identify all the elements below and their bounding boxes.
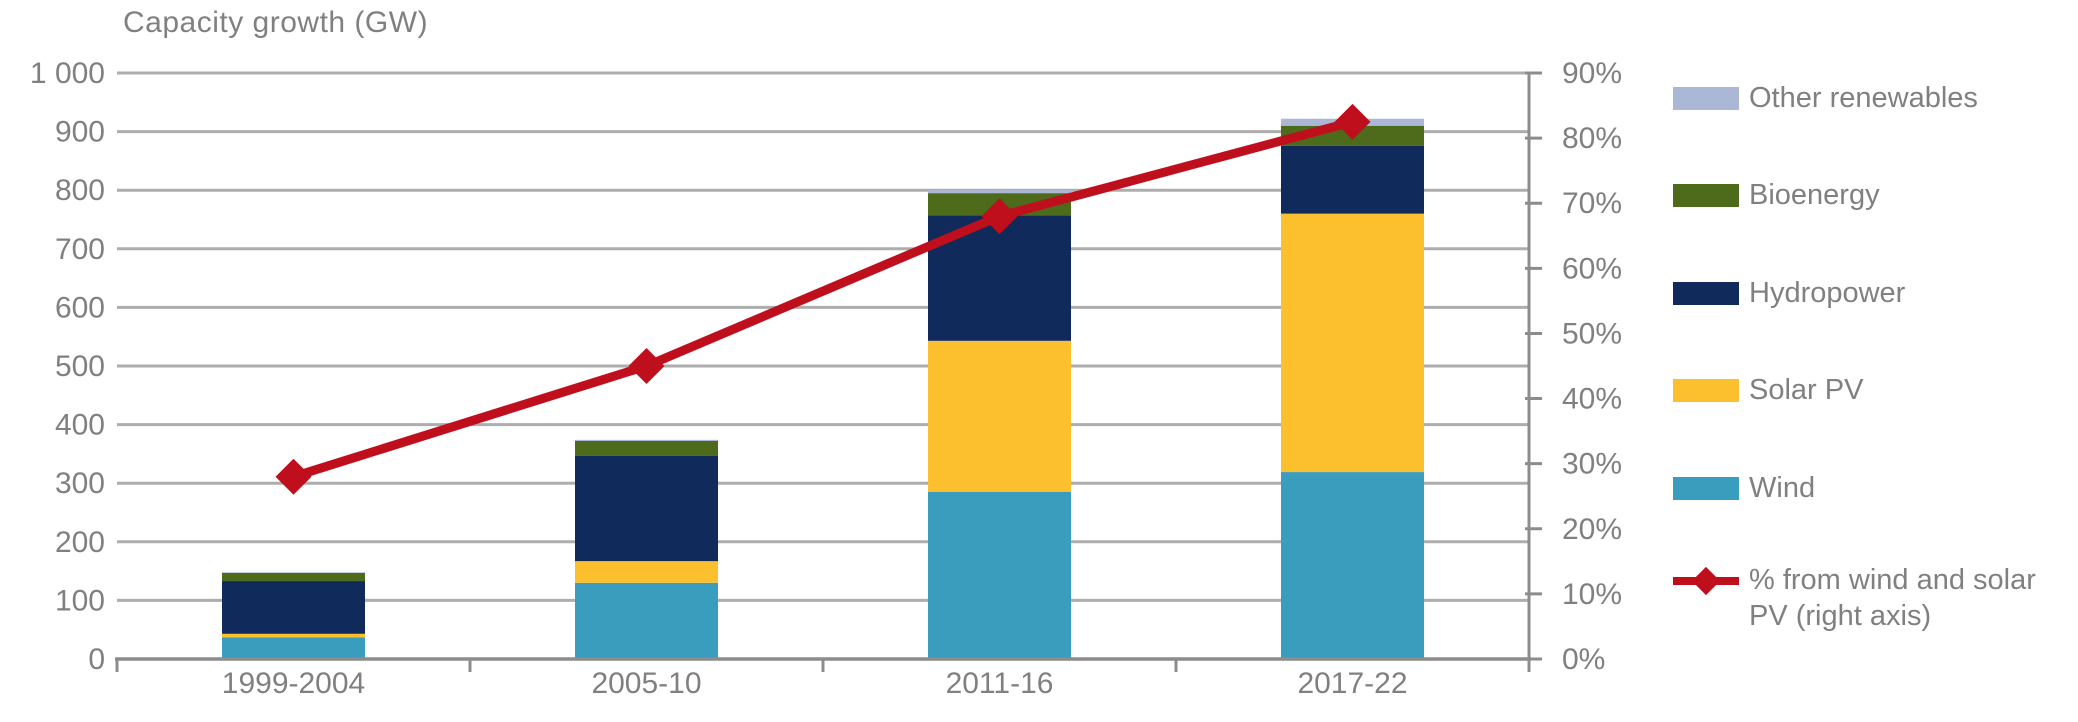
left-axis-tick-label: 400 <box>55 409 105 442</box>
legend-item-bioenergy: Bioenergy <box>1673 177 1880 213</box>
left-axis-tick-label: 300 <box>55 467 105 500</box>
right-axis-tick-label: 60% <box>1562 252 1622 285</box>
bar-segment-wind-1999-2004 <box>222 637 365 659</box>
right-axis-tick-label: 10% <box>1562 578 1622 611</box>
legend-item-other-renewables: Other renewables <box>1673 80 1978 116</box>
legend-item-percent-line: % from wind and solar PV (right axis) <box>1673 562 2069 634</box>
left-axis-tick-label: 1 000 <box>30 57 105 90</box>
left-axis-tick-label: 100 <box>55 584 105 617</box>
legend-label: Bioenergy <box>1749 179 1880 211</box>
bar-segment-solar-pv-2017-22 <box>1281 213 1424 473</box>
percent-line <box>292 117 1354 481</box>
right-axis-tick-label: 50% <box>1562 317 1622 350</box>
left-axis-tick-label: 200 <box>55 526 105 559</box>
right-axis-tick-label: 0% <box>1562 643 1605 676</box>
left-axis-tick-label: 0 <box>88 643 105 676</box>
diamond-marker-1999-2004 <box>275 458 312 495</box>
left-axis-tick-label: 600 <box>55 291 105 324</box>
bioenergy-swatch-icon <box>1673 183 1739 207</box>
x-axis-category-label: 2005-10 <box>591 667 701 700</box>
legend-label: Other renewables <box>1749 82 1978 114</box>
bar-segment-bioenergy-2005-10 <box>575 441 718 456</box>
diamond-marker-2005-10 <box>628 348 665 384</box>
line-diamond-marker-icon <box>1673 566 1739 596</box>
chart-legend: Other renewables Bioenergy Hydropower So… <box>1673 0 2078 722</box>
legend-item-solar-pv: Solar PV <box>1673 372 1863 408</box>
legend-label: % from wind and solar PV (right axis) <box>1749 564 2036 632</box>
bar-segment-hydropower-1999-2004 <box>222 581 365 634</box>
diamond-marker-2017-22 <box>1334 103 1371 140</box>
x-axis-category-label: 1999-2004 <box>222 667 365 700</box>
bar-segment-solar-pv-2011-16 <box>928 340 1071 492</box>
x-axis-category-label: 2017-22 <box>1297 667 1407 700</box>
legend-item-wind: Wind <box>1673 470 1815 506</box>
bar-segment-wind-2005-10 <box>575 582 718 659</box>
chart-title: Capacity growth (GW) <box>123 6 429 39</box>
bar-segment-bioenergy-1999-2004 <box>222 572 365 582</box>
left-axis-tick-label: 500 <box>55 350 105 383</box>
bar-segment-other-renewables-2005-10 <box>575 439 718 442</box>
right-axis-tick-label: 90% <box>1562 57 1622 90</box>
legend-item-hydropower: Hydropower <box>1673 275 1905 311</box>
diamond-marker-2011-16 <box>981 198 1018 235</box>
left-axis-tick-label: 700 <box>55 233 105 266</box>
right-axis-tick-label: 30% <box>1562 448 1622 481</box>
left-axis-tick-label: 800 <box>55 174 105 207</box>
bar-segment-wind-2017-22 <box>1281 472 1424 659</box>
right-axis-tick-label: 70% <box>1562 187 1622 220</box>
right-axis-tick-label: 20% <box>1562 513 1622 546</box>
solar-pv-swatch-icon <box>1673 378 1739 402</box>
bar-segment-other-renewables-1999-2004 <box>222 572 365 573</box>
bar-segment-hydropower-2005-10 <box>575 455 718 562</box>
other-renewables-swatch-icon <box>1673 86 1739 110</box>
wind-swatch-icon <box>1673 476 1739 500</box>
bar-segment-solar-pv-1999-2004 <box>222 633 365 638</box>
bar-segment-solar-pv-2005-10 <box>575 561 718 583</box>
legend-label: Solar PV <box>1749 374 1864 406</box>
hydropower-swatch-icon <box>1673 281 1739 305</box>
bar-segment-wind-2011-16 <box>928 491 1071 659</box>
legend-label: Hydropower <box>1749 277 1906 309</box>
x-axis-category-label: 2011-16 <box>946 667 1054 700</box>
bar-segment-other-renewables-2011-16 <box>928 190 1071 194</box>
right-axis-tick-label: 80% <box>1562 122 1622 155</box>
bar-segment-hydropower-2017-22 <box>1281 145 1424 214</box>
right-axis-tick-label: 40% <box>1562 383 1622 416</box>
left-axis-tick-label: 900 <box>55 116 105 149</box>
legend-label: Wind <box>1749 472 1816 504</box>
